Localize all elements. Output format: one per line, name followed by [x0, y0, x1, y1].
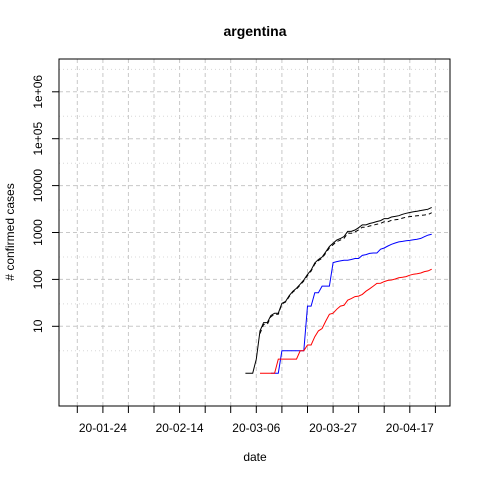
y-tick-label: 1000	[31, 219, 45, 246]
y-tick-label: 1e+06	[31, 75, 45, 109]
y-tick-label: 10000	[31, 169, 45, 203]
x-tick-label: 20-03-27	[309, 421, 357, 435]
y-tick-label: 100	[31, 269, 45, 289]
chart-title: argentina	[223, 23, 286, 39]
x-axis: 20-01-24 20-02-14 20-03-06 20-03-27 20-04-17	[76, 406, 436, 435]
y-tick-label: 10	[31, 319, 45, 333]
series-line-1	[245, 206, 432, 374]
y-axis: 10 100 1000 10000 1e+05 1e+06	[31, 75, 59, 333]
y-axis-label: # confirmed cases	[3, 183, 17, 280]
series-layer	[245, 206, 432, 374]
series-line-2	[259, 212, 432, 334]
x-tick-label: 20-02-14	[156, 421, 204, 435]
series-line-4	[260, 268, 432, 374]
series-line-3	[270, 233, 432, 374]
x-tick-label: 20-03-06	[232, 421, 280, 435]
grid-layer	[59, 59, 450, 406]
x-tick-label: 20-04-17	[386, 421, 434, 435]
x-tick-label: 20-01-24	[79, 421, 127, 435]
y-tick-label: 1e+05	[31, 122, 45, 156]
x-axis-label: date	[243, 450, 267, 464]
